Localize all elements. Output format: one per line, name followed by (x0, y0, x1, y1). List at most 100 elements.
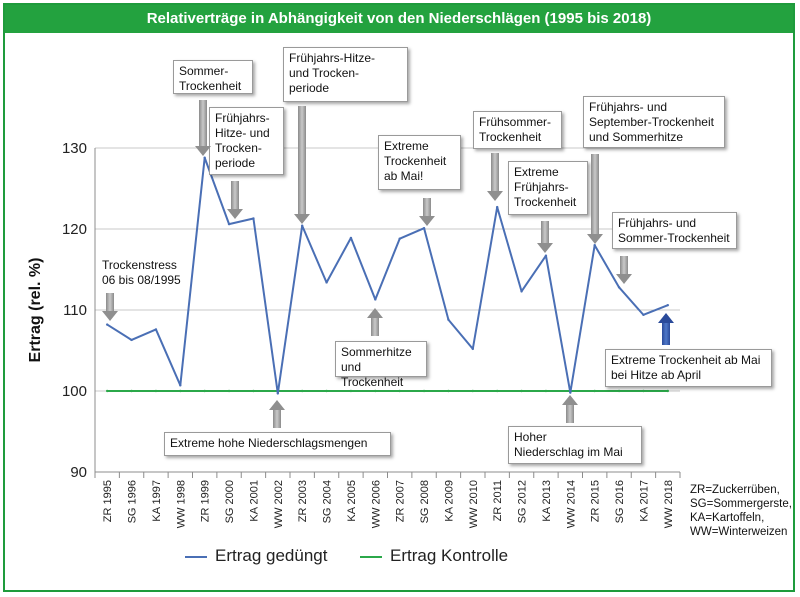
annotation-trockenstress: Trockenstress 06 bis 08/1995 (102, 258, 181, 287)
abbreviation-notes: ZR=Zuckerrüben, SG=Sommergerste, KA=Kart… (690, 483, 792, 539)
point-kontrolle-22 (642, 389, 645, 393)
annotation-extreme-hohe-niederschlagsmengen: Extreme hohe Niederschlagsmengen (164, 432, 391, 456)
point-kontrolle-20 (593, 389, 596, 393)
annotation-sommerhitze-trockenheit: Sommerhitze und Trockenheit (335, 341, 427, 389)
point-kontrolle-16 (495, 389, 499, 393)
point-gedungt-10 (349, 236, 353, 240)
annotation-sommer-trockenheit: Sommer- Trockenheit (173, 60, 253, 94)
y-tick-label-110: 110 (63, 302, 87, 319)
annotation-extreme-trockenheit-mai: Extreme Trockenheit ab Mai! (378, 135, 461, 190)
point-gedungt-8 (300, 224, 304, 227)
x-tick-label-KA-2009: KA 2009 (443, 480, 455, 522)
point-kontrolle-15 (471, 389, 475, 393)
series-line-ertrag-gedungt (106, 156, 669, 395)
x-tick-label-WW-2002: WW 2002 (273, 480, 285, 528)
point-gedungt-16 (495, 205, 499, 209)
point-kontrolle-17 (520, 389, 523, 393)
point-kontrolle-12 (398, 389, 401, 393)
x-tick-label-SG-2000: SG 2000 (224, 480, 236, 523)
point-gedungt-0 (105, 323, 109, 326)
legend-label-kontrolle: Ertrag Kontrolle (390, 546, 509, 565)
annotation-fruehsommer-trockenheit: Frühsommer- Trockenheit (473, 111, 562, 149)
x-tick-label-SG-1996: SG 1996 (127, 480, 139, 523)
arrow-down-2013 (537, 221, 553, 253)
x-tick-label-ZR-2003: ZR 2003 (297, 480, 309, 522)
point-kontrolle-4 (203, 389, 206, 393)
point-gedungt-2 (154, 328, 158, 331)
annotation-fruehjahrs-hitze-trockenperiode-2003: Frühjahrs-Hitze- und Trocken- periode (283, 47, 408, 102)
x-tick-label-KA-2001: KA 2001 (248, 480, 260, 522)
x-tick-label-KA-2005: KA 2005 (346, 480, 358, 522)
arrow-up-2014 (562, 395, 578, 423)
legend-label-gedungt: Ertrag gedüngt (215, 546, 328, 565)
point-kontrolle-3 (179, 389, 182, 393)
point-gedungt-15 (471, 347, 475, 351)
annotation-extreme-trockenheit-april: Extreme Trockenheit ab Mai bei Hitze ab … (605, 349, 772, 387)
x-tick-label-ZR-2011: ZR 2011 (492, 480, 504, 521)
x-tick-label-WW-2010: WW 2010 (468, 480, 480, 528)
point-kontrolle-21 (617, 389, 621, 393)
point-kontrolle-9 (325, 389, 328, 393)
point-kontrolle-10 (349, 389, 353, 393)
point-gedungt-21 (617, 286, 621, 289)
arrow-down-2011 (487, 153, 503, 201)
point-gedungt-14 (447, 318, 450, 321)
point-gedungt-23 (666, 303, 670, 307)
note-zr: ZR=Zuckerrüben, (690, 484, 780, 496)
point-kontrolle-18 (544, 389, 548, 393)
x-tick-label-ZR-1999: ZR 1999 (200, 480, 212, 522)
x-tick-label-KA-1997: KA 1997 (151, 480, 163, 522)
x-tick-label-SG-2008: SG 2008 (419, 480, 431, 523)
arrow-up-2002 (269, 400, 285, 428)
x-tick-label-KA-2013: KA 2013 (541, 480, 553, 522)
point-gedungt-6 (252, 217, 255, 220)
point-kontrolle-13 (422, 389, 426, 393)
arrow-down-2003 (294, 106, 310, 224)
arrow-down-1999 (195, 100, 211, 156)
point-gedungt-20 (593, 244, 596, 247)
x-tick-label-ZR-2007: ZR 2007 (395, 480, 407, 522)
point-gedungt-19 (569, 391, 572, 394)
arrow-down-2016 (616, 256, 632, 284)
annotation-fruehjahrs-september-trockenheit: Frühjahrs- und September-Trockenheit und… (583, 96, 725, 148)
point-kontrolle-14 (447, 389, 450, 393)
point-gedungt-4 (203, 156, 206, 159)
point-gedungt-7 (276, 392, 280, 395)
point-kontrolle-5 (227, 389, 231, 393)
legend-item-gedungt: Ertrag gedüngt (185, 546, 327, 566)
x-tick-label-KA-2017: KA 2017 (638, 480, 650, 522)
x-tick-label-ZR-2015: ZR 2015 (590, 480, 602, 522)
point-kontrolle-1 (130, 389, 133, 393)
point-gedungt-9 (325, 281, 328, 284)
y-tick-label-120: 120 (62, 221, 87, 238)
annotation-fruehjahrs-hitze-trockenperiode-2000: Frühjahrs- Hitze- und Trocken- periode (209, 107, 284, 175)
x-tick-label-WW-2006: WW 2006 (370, 480, 382, 528)
note-sg: SG=Sommergerste, (690, 498, 792, 510)
point-kontrolle-2 (154, 389, 158, 393)
x-tick-label-SG-2004: SG 2004 (322, 480, 334, 523)
point-gedungt-12 (398, 237, 401, 240)
x-tick-label-WW-1998: WW 1998 (175, 480, 187, 528)
point-gedungt-1 (130, 338, 133, 342)
point-kontrolle-8 (300, 389, 304, 393)
legend-line-gedungt (185, 555, 207, 558)
point-kontrolle-0 (105, 389, 109, 393)
point-gedungt-22 (642, 313, 645, 317)
point-gedungt-18 (544, 254, 548, 257)
point-kontrolle-11 (374, 389, 377, 393)
point-gedungt-13 (422, 226, 426, 230)
x-tick-label-WW-2018: WW 2018 (663, 480, 675, 528)
x-tick-label-SG-2016: SG 2016 (614, 480, 626, 523)
y-tick-label-90: 90 (70, 464, 87, 481)
note-ka: KA=Kartoffeln, (690, 512, 765, 524)
y-tick-label-100: 100 (62, 383, 87, 400)
y-tick-label-130: 130 (62, 140, 87, 157)
note-ww: WW=Winterweizen (690, 526, 788, 538)
arrow-down-2015 (587, 154, 603, 244)
legend-line-kontrolle (360, 555, 382, 558)
arrow-up-2018 (658, 313, 674, 345)
point-gedungt-3 (179, 384, 182, 387)
y-axis-label: Ertrag (rel. %) (27, 258, 44, 363)
arrow-down-2000 (227, 181, 243, 219)
